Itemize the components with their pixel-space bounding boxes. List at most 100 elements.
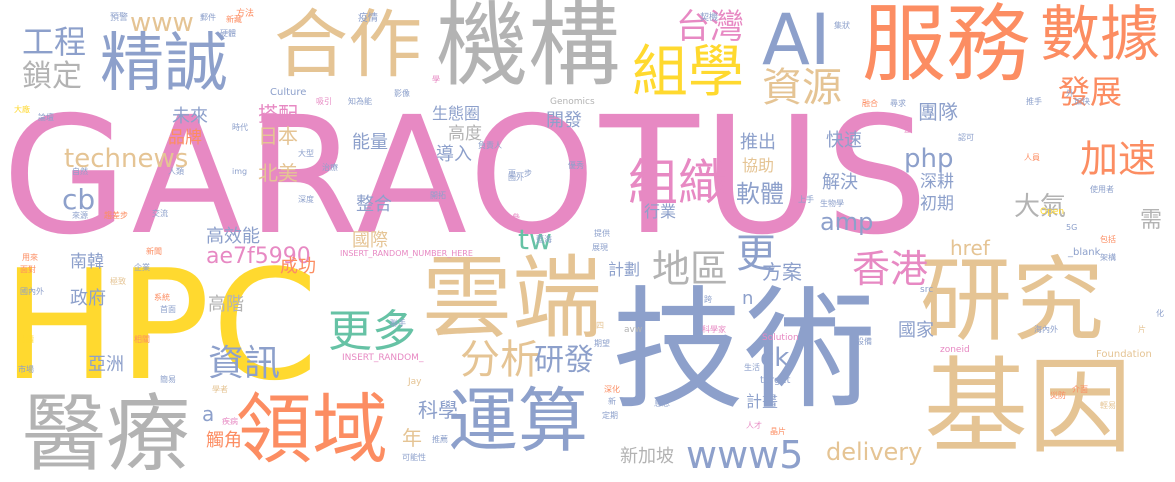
word-s27: 系統 <box>154 293 170 302</box>
word-s26: 首面 <box>160 305 176 314</box>
word-zuzhi: 組織 <box>628 154 728 212</box>
word-s72: 片 <box>1138 325 1146 334</box>
word-target: target <box>760 375 791 386</box>
word-tuandui: 團隊 <box>918 100 958 124</box>
word-s61: 人員 <box>1024 153 1040 162</box>
word-s77: 參 <box>512 213 520 222</box>
word-open: Open <box>1040 207 1065 217</box>
word-s62: 包括 <box>1100 235 1116 244</box>
word-chujiao: 觸角 <box>206 430 242 451</box>
word-s34: 負責人 <box>478 141 502 150</box>
word-s66: 可能性 <box>402 453 426 462</box>
word-riben: 日本 <box>258 124 298 148</box>
word-s14: 大型 <box>298 149 314 158</box>
word-s38: 提供 <box>594 229 610 238</box>
word-s25: 國內外 <box>20 287 44 296</box>
word-diqu: 地區 <box>652 247 729 291</box>
word-s5: 契機 <box>700 13 719 23</box>
word-ck: ck <box>760 343 790 373</box>
word-kuaisu: 快速 <box>826 130 862 151</box>
word-s47: 息息 <box>654 399 670 408</box>
word-s32: 學者 <box>212 385 228 394</box>
word-taiwan: 台灣 <box>676 7 744 47</box>
word-hezuo: 合作 <box>274 2 422 88</box>
word-s15: 人類 <box>168 167 184 176</box>
word-s9: 知為能 <box>348 97 372 106</box>
word-jingcheng: 精誠 <box>100 27 228 101</box>
word-gaodu: 高度 <box>448 124 482 144</box>
word-s64: 更一步 <box>508 169 532 178</box>
word-avw: avw <box>624 325 643 335</box>
word-s41: 聯手 <box>390 319 406 328</box>
word-s22: 新聞 <box>146 247 162 256</box>
word-yanfa: 研發 <box>534 343 594 378</box>
word-img: img <box>232 167 248 176</box>
word-s31: 簡易 <box>160 375 176 384</box>
word-fuwu: 服務 <box>862 0 1031 93</box>
word-s45: 深化 <box>604 385 620 394</box>
word-s51: 介面 <box>1072 385 1088 394</box>
word-shengeng: 深耕 <box>920 172 954 192</box>
word-s23: 企業 <box>134 263 150 272</box>
word-yanjiu: 研究 <box>920 247 1105 354</box>
word-s73: 大廠 <box>14 105 30 114</box>
word-tw: tw <box>518 223 552 256</box>
word-tuichu: 推出 <box>740 132 776 153</box>
word-kexue: 科學 <box>418 398 458 422</box>
word-s55: 推手 <box>1026 97 1042 106</box>
word-s7: 硬體 <box>220 29 236 38</box>
word-s65: 推薦 <box>432 435 448 444</box>
word-gaoxiaoneng: 高效能 <box>206 226 260 247</box>
word-s71: 化 <box>1156 309 1164 318</box>
word-shuju: 數據 <box>1040 0 1160 70</box>
word-insert2: INSERT_RANDOM_ <box>342 353 424 363</box>
word-culture: Culture <box>270 87 307 98</box>
word-solution: Solution <box>762 333 799 343</box>
word-s16: 自然 <box>72 167 88 176</box>
word-jihua: 計劃 <box>608 260 641 279</box>
word-chenggong: 成功 <box>280 256 316 277</box>
word-s17: 來源 <box>72 211 88 220</box>
word-s6: 集狀 <box>834 21 850 30</box>
word-gengduo: 更多 <box>328 306 416 357</box>
word-s56: 加快 <box>1074 97 1090 106</box>
word-daoru: 導入 <box>436 144 472 165</box>
word-s63: 架構 <box>1100 253 1116 262</box>
word-s11: 學 <box>432 75 440 84</box>
word-s36: 優秀 <box>568 161 584 170</box>
word-zixun: 資訊 <box>208 343 281 384</box>
word-chuqi: 初期 <box>920 194 954 214</box>
word-jiasu: 加速 <box>1080 137 1157 181</box>
word-s8: 吸引 <box>316 97 332 106</box>
word-foundation: Foundation <box>1096 349 1152 360</box>
word-s20: 用來 <box>22 253 38 262</box>
word-xianggang: 香港 <box>852 247 929 291</box>
word-s48: 晶片 <box>770 427 786 436</box>
word-hash: ae7f5990 <box>206 244 311 269</box>
word-technews: technews <box>64 144 189 174</box>
word-s3: 新藏 <box>226 15 242 24</box>
word-s75: 四 <box>596 321 604 330</box>
word-s74: 論壇 <box>38 113 54 122</box>
word-s29: 相關 <box>134 335 150 344</box>
word-zuxue: 組學 <box>632 40 744 105</box>
word-xinjiapo: 新加坡 <box>620 446 674 467</box>
word-s53: 上手 <box>798 195 814 204</box>
word-s57: 融合 <box>862 99 878 108</box>
word-s19: 交流 <box>152 209 168 218</box>
word-ziyuan: 資源 <box>762 65 842 111</box>
word-s58: 尋求 <box>890 99 906 108</box>
word-yanqing: 疫情 <box>358 13 378 24</box>
word-s68: 深度 <box>298 195 314 204</box>
word-xiezhu: 協助 <box>742 156 775 175</box>
word-s49: 災防 <box>1050 391 1066 400</box>
word-s24: 極致 <box>110 277 126 286</box>
word-jay: Jay <box>408 377 422 387</box>
word-genomics: Genomics <box>550 97 595 107</box>
word-zoneid: zoneid <box>940 345 970 355</box>
word-xu: 需 <box>1140 208 1163 233</box>
word-s12: 人才 <box>746 421 762 430</box>
word-s76: 跨 <box>704 295 712 304</box>
word-a: a <box>202 402 215 426</box>
word-s42: 期望 <box>594 339 610 348</box>
